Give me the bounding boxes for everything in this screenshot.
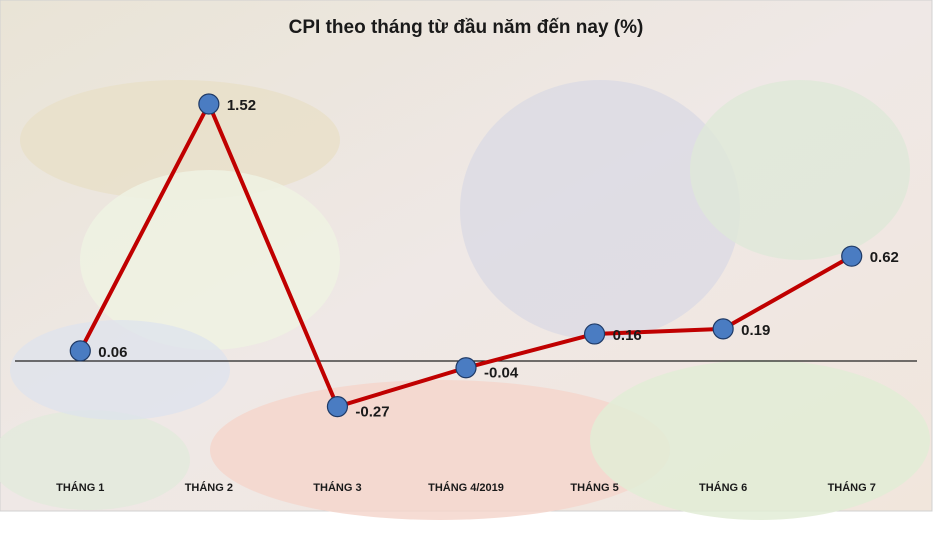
data-label: 0.19 <box>741 322 770 339</box>
data-label: -0.27 <box>355 404 389 421</box>
data-label: 1.52 <box>227 97 256 114</box>
data-label: 0.06 <box>98 344 127 361</box>
data-point <box>455 357 477 379</box>
x-tick-label: THÁNG 5 <box>570 481 618 494</box>
data-label: 0.16 <box>613 327 642 344</box>
data-point <box>583 323 606 345</box>
data-point <box>841 245 863 267</box>
x-tick-label: THÁNG 6 <box>699 481 747 494</box>
data-point <box>326 396 349 418</box>
x-tick-label: THÁNG 7 <box>828 481 876 494</box>
data-point <box>198 93 220 115</box>
data-point <box>69 340 91 362</box>
x-tick-label: THÁNG 4/2019 <box>428 481 504 494</box>
x-tick-label: THÁNG 3 <box>313 481 361 494</box>
data-label: 0.62 <box>870 249 899 266</box>
data-label: -0.04 <box>484 365 519 382</box>
data-point <box>712 318 734 340</box>
x-tick-label: THÁNG 1 <box>56 481 104 494</box>
background-photo <box>0 0 933 520</box>
x-tick-label: THÁNG 2 <box>185 481 233 494</box>
chart-title: CPI theo tháng từ đầu năm đến nay (%) <box>289 17 644 38</box>
